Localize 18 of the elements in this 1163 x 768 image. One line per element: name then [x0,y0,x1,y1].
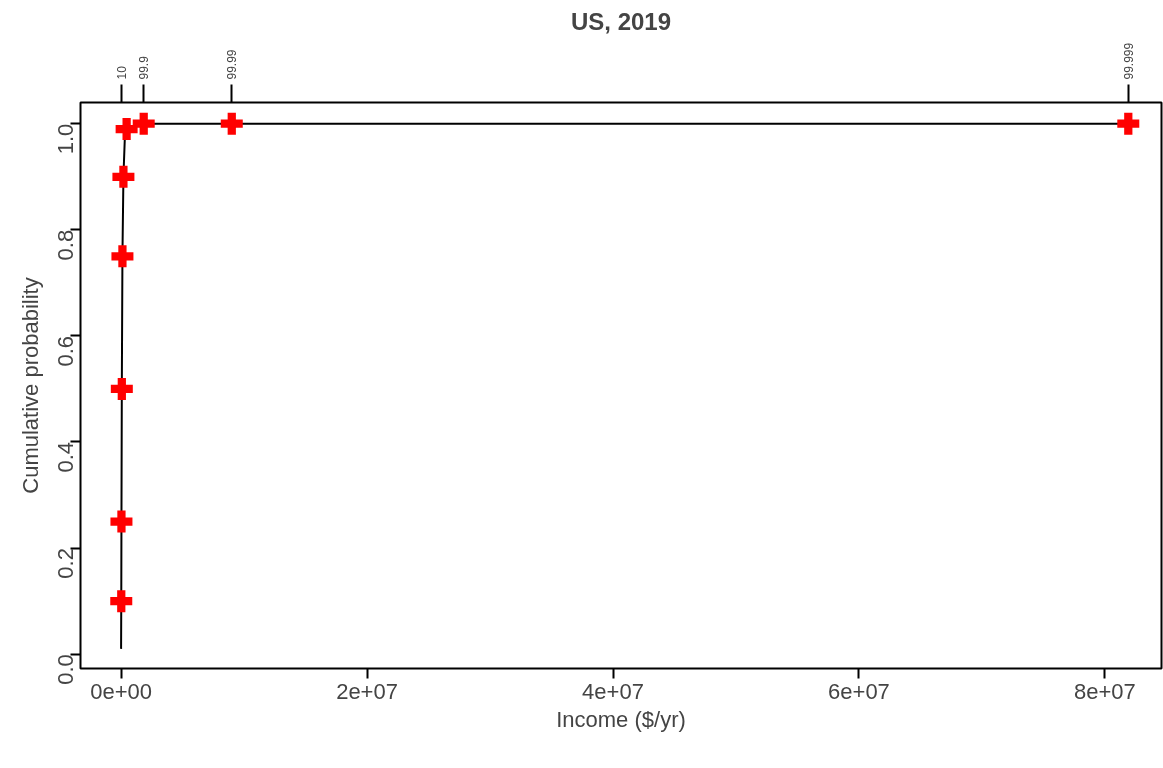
annotation: 99.99 [225,49,240,80]
x-tick-label: 6e+07 [828,678,890,704]
chart-title: US, 2019 [570,7,672,35]
x-tick-label: 8e+07 [1074,678,1136,704]
y-tick-label: 0.6 [53,335,78,367]
y-axis-title: Cumulative probability [17,277,43,494]
y-tick-label: 0.8 [53,229,78,261]
annotation: 10 [114,65,129,80]
y-tick-label: 0.0 [53,654,78,685]
y-tick-label: 0.2 [53,548,78,579]
annotation: 99.999 [1121,42,1136,80]
x-tick-label: 2e+07 [336,678,398,704]
y-tick-label: 1.0 [53,123,78,155]
y-tick-label: 0.4 [53,441,78,473]
x-tick-label: 0e+00 [90,678,152,704]
x-axis-title: Income ($/yr) [556,706,686,732]
annotation: 99.9 [137,55,152,80]
x-tick-label: 4e+07 [582,678,644,704]
